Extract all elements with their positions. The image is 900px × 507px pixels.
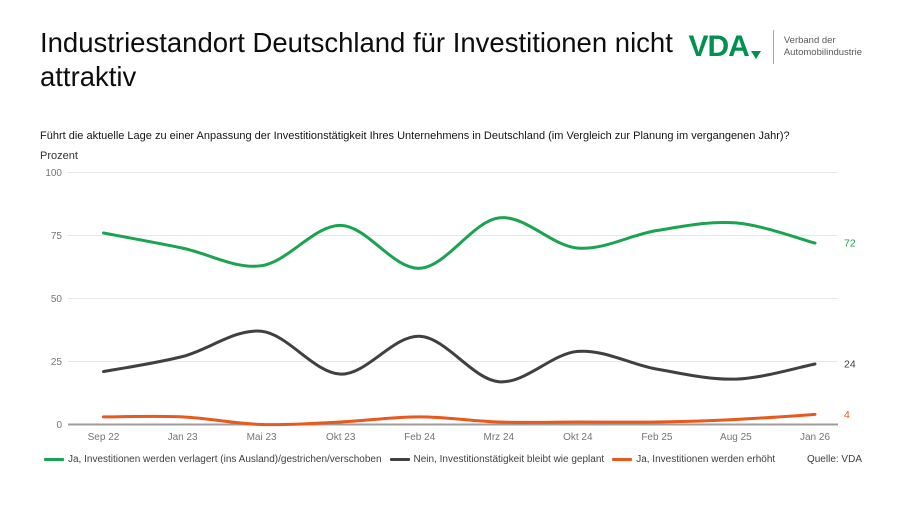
- legend-item-0: Ja, Investitionen werden verlagert (ins …: [44, 454, 382, 465]
- vda-logo-text: VDA: [688, 30, 750, 63]
- x-tick-label: Jan 23: [168, 432, 198, 443]
- x-tick-label: Mrz 24: [484, 432, 515, 443]
- page-title: Industriestandort Deutschland für Invest…: [40, 27, 673, 92]
- x-tick-label: Mai 23: [247, 432, 277, 443]
- legend-item-1: Nein, Investitionstätigkeit bleibt wie g…: [389, 454, 605, 465]
- y-tick-label: 50: [51, 294, 63, 305]
- x-tick-label: Feb 25: [641, 432, 673, 443]
- chart-question: Führt die aktuelle Lage zu einer Anpassu…: [40, 130, 790, 142]
- x-tick-label: Okt 23: [326, 432, 356, 443]
- x-tick-label: Okt 24: [563, 432, 593, 443]
- legend-label: Ja, Investitionen werden verlagert (ins …: [68, 454, 382, 465]
- series-end-label: 72: [844, 238, 856, 250]
- legend-line-swatch-icon: [44, 458, 64, 461]
- vda-logo-tagline-line1: Verband der: [783, 35, 836, 46]
- vda-logo-triangle-icon: [750, 51, 761, 59]
- legend-item-2: Ja, Investitionen werden erhöht: [612, 454, 775, 465]
- y-tick-label: 0: [56, 420, 62, 431]
- y-tick-label: 100: [45, 168, 62, 179]
- series-line-2: [102, 412, 817, 427]
- vda-logo-tagline-line2: Automobilindustrie: [783, 47, 862, 58]
- x-tick-label: Aug 25: [720, 432, 752, 443]
- series-end-label: 4: [844, 409, 850, 421]
- legend-line-swatch-icon: [389, 458, 410, 461]
- x-tick-label: Jan 26: [800, 432, 830, 443]
- legend-line-swatch-icon: [612, 458, 633, 461]
- y-tick-label: 75: [51, 231, 63, 242]
- series-end-label: 24: [844, 359, 856, 371]
- vda-logo-mark: VDA: [688, 30, 761, 63]
- source-label: Quelle: VDA: [806, 454, 862, 465]
- x-tick-label: Sep 22: [88, 432, 120, 443]
- chart-legend: Ja, Investitionen werden verlagert (ins …: [44, 454, 783, 465]
- series-line-1: [102, 329, 817, 384]
- x-tick-label: Feb 24: [404, 432, 436, 443]
- series-line-0: [102, 216, 817, 270]
- vda-logo-tagline: Verband der Automobilindustrie: [784, 35, 862, 59]
- axis-unit-label: Prozent: [40, 150, 78, 162]
- vda-logo-divider: [772, 30, 774, 64]
- vda-logo: VDA Verband der Automobilindustrie: [688, 30, 862, 64]
- legend-label: Ja, Investitionen werden erhöht: [636, 454, 776, 465]
- y-tick-label: 25: [51, 357, 63, 368]
- line-chart: 0 25 50 75 100 Sep 22 Jan 23 Mai 23 Okt 23 Feb 24…: [45, 168, 856, 443]
- legend-label: Nein, Investitionstätigkeit bleibt wie g…: [413, 454, 605, 465]
